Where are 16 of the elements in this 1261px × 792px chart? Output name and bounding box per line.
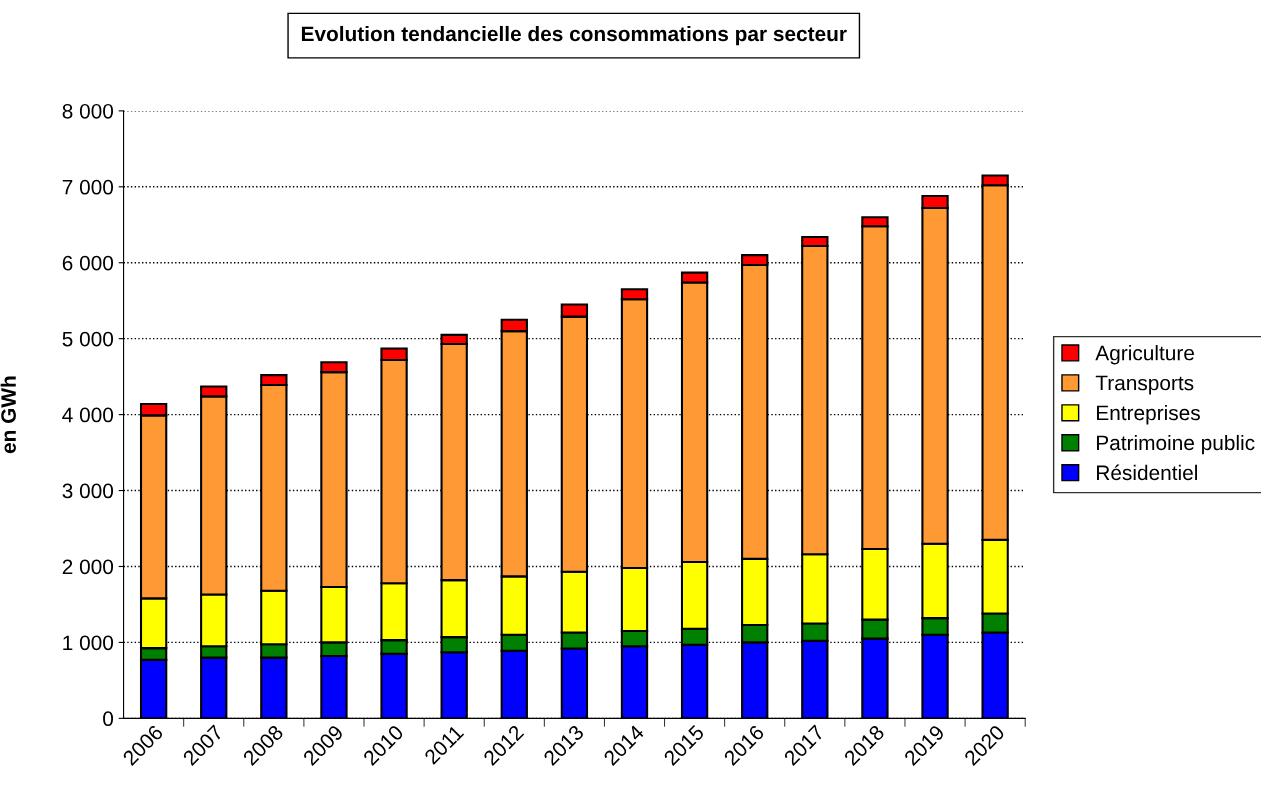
y-axis-title: en GWh <box>0 376 16 454</box>
chart-title: Evolution tendancielle des consommations par secteur <box>301 25 847 46</box>
y-tick-label: 5 000 <box>62 331 114 347</box>
legend-label: Patrimoine public <box>1097 434 1255 455</box>
y-tick-label: 3 000 <box>62 483 114 499</box>
y-tick-label: 1 000 <box>63 635 114 651</box>
y-tick-label: 2 000 <box>62 559 114 575</box>
y-tick-label: 7 000 <box>62 179 114 195</box>
y-tick-label: 4 000 <box>62 407 114 423</box>
legend-label: Transports <box>1095 375 1194 395</box>
y-tick-label: 0 <box>103 711 114 727</box>
legend-label: Agriculture <box>1095 345 1194 365</box>
legend-label: Résidentiel <box>1097 464 1197 481</box>
y-tick-label: 6 000 <box>62 255 114 271</box>
legend-label: Entreprises <box>1097 404 1200 425</box>
y-tick-label: 8 000 <box>62 103 114 119</box>
